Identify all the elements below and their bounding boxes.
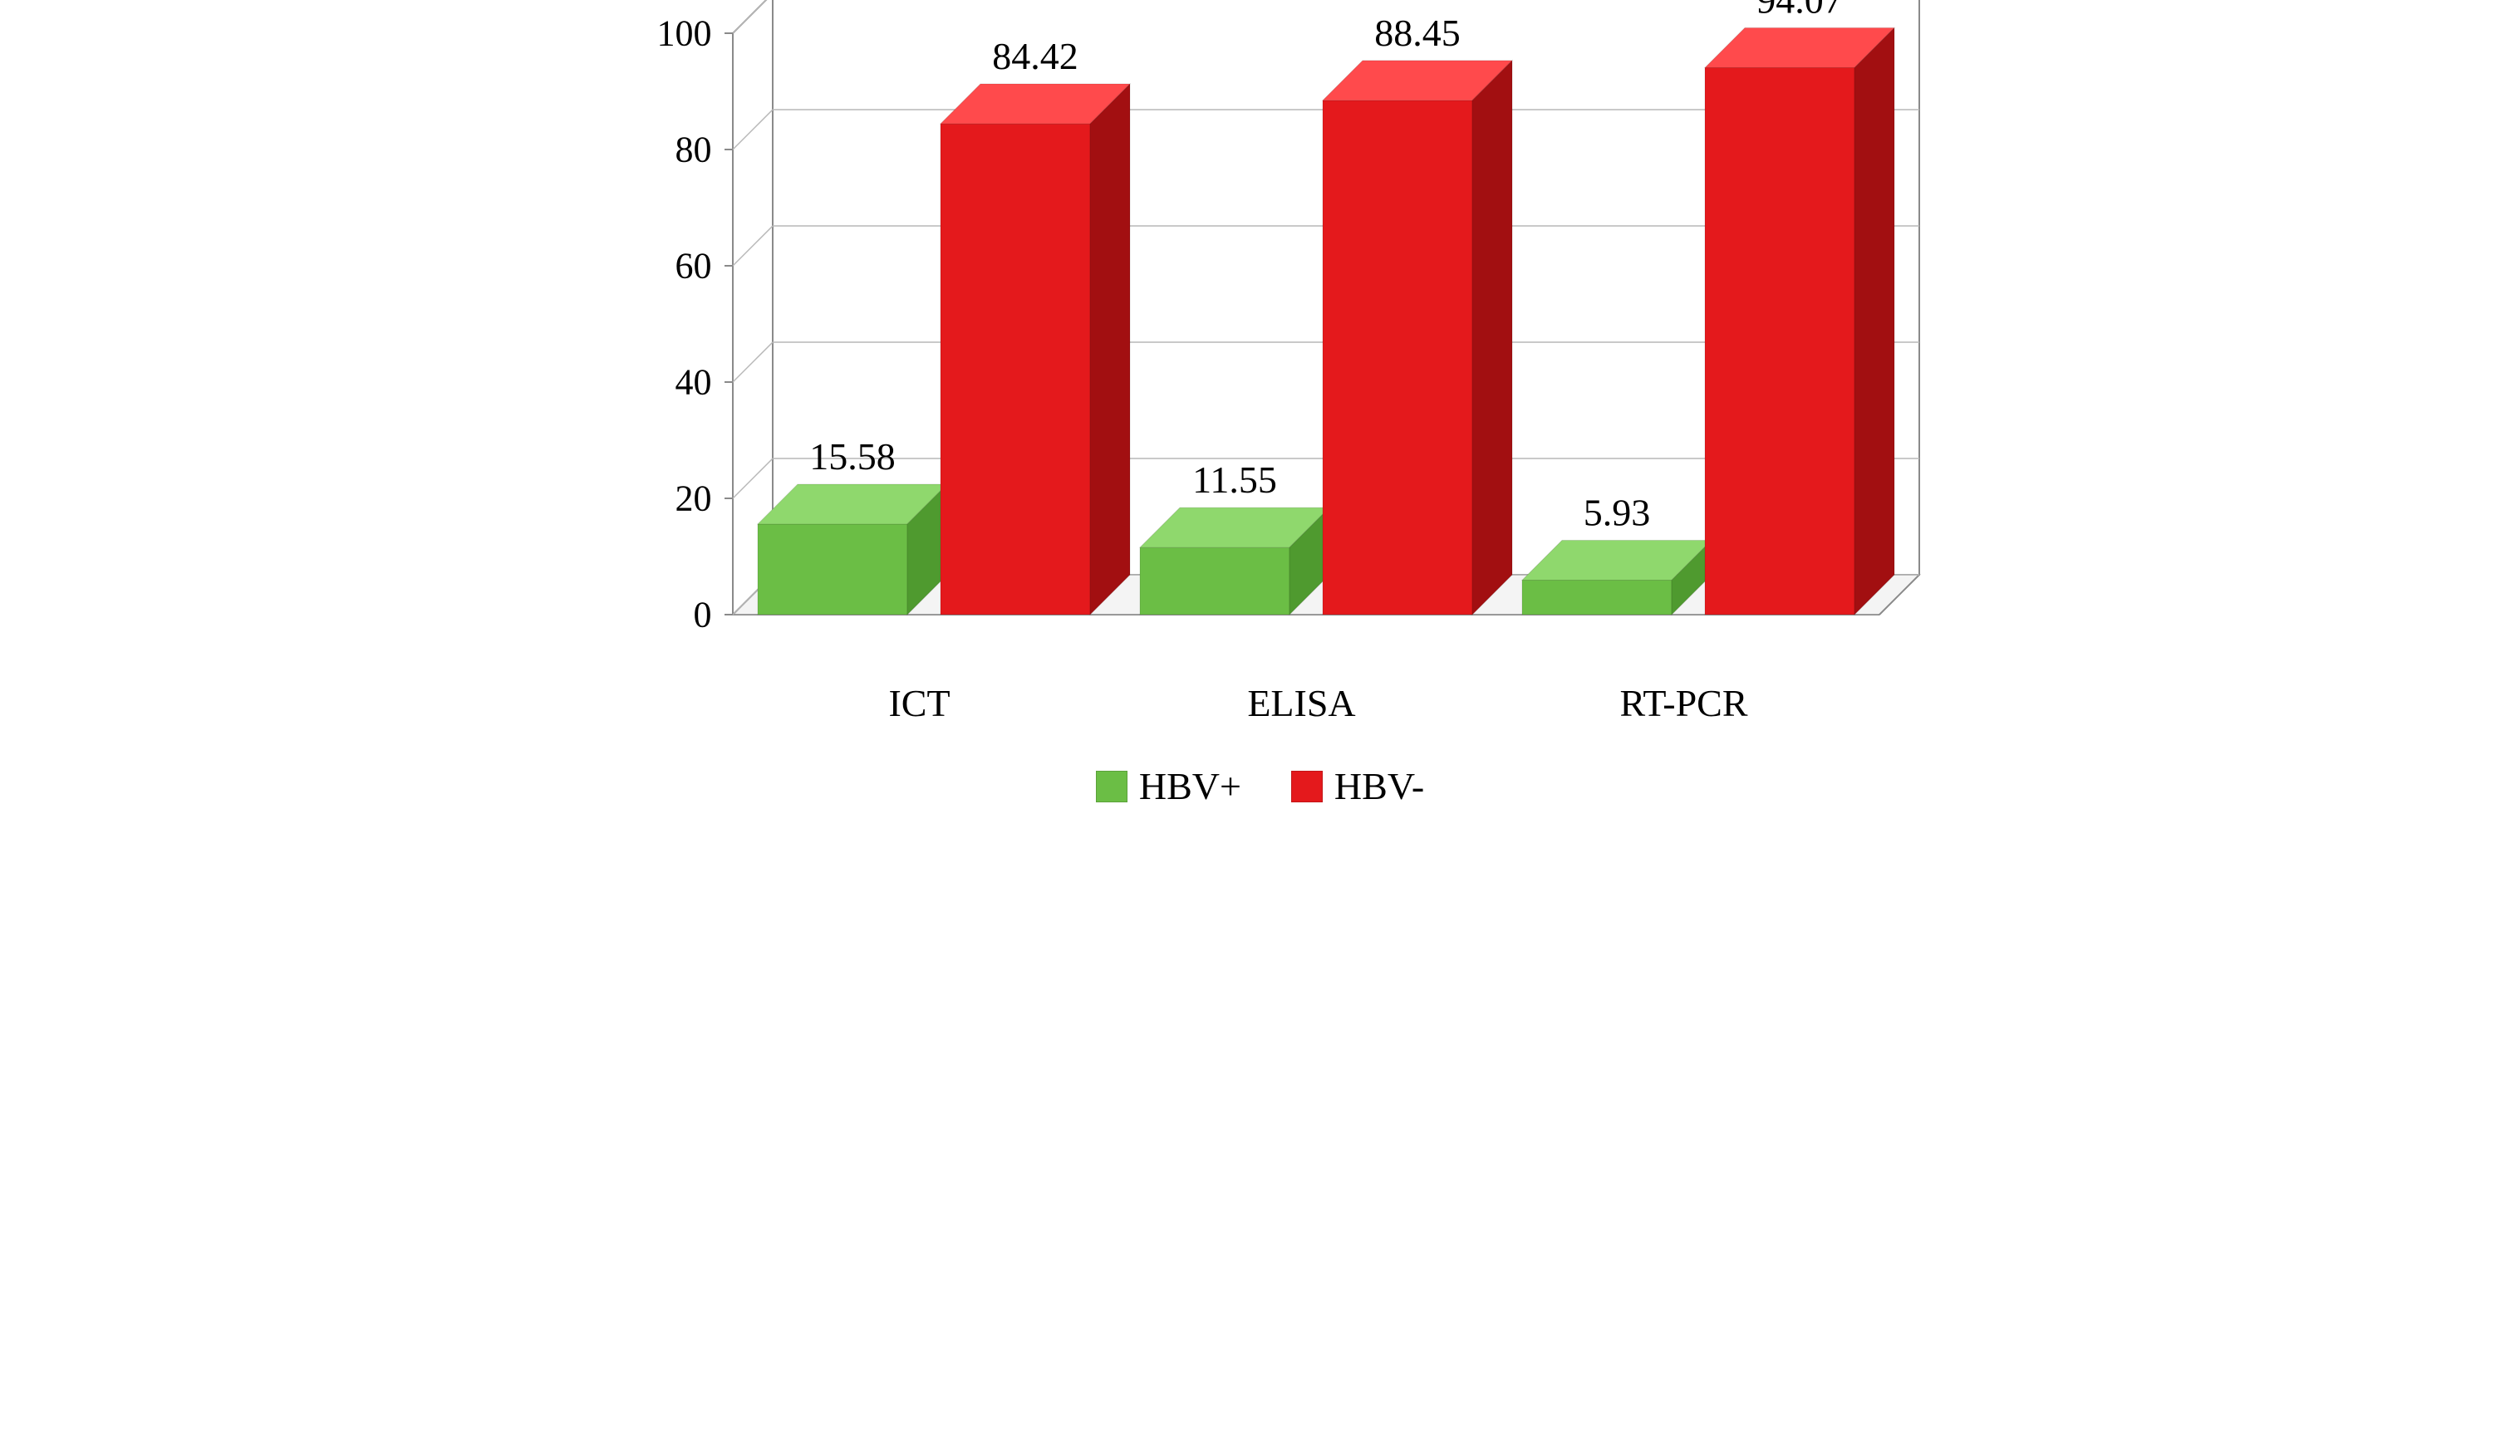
chart-area: 020406080100 15.5884.4211.5588.455.9394.… <box>729 33 1884 664</box>
x-tick-label: RT-PCR <box>1619 681 1747 725</box>
legend-swatch <box>1096 771 1127 802</box>
y-tick-label: 0 <box>694 594 712 636</box>
legend-item: HBV- <box>1291 764 1424 808</box>
legend-label: HBV+ <box>1139 764 1241 808</box>
x-tick-label: ICT <box>888 681 950 725</box>
bar-chart-3d: 020406080100 15.5884.4211.5588.455.9394.… <box>637 33 1884 811</box>
bar-data-label: 15.58 <box>809 435 896 478</box>
legend-item: HBV+ <box>1096 764 1241 808</box>
legend-swatch <box>1291 771 1323 802</box>
bar-data-label: 5.93 <box>1583 491 1650 533</box>
bar-data-label: 94.07 <box>1756 0 1843 22</box>
legend-label: HBV- <box>1334 764 1424 808</box>
y-tick-label: 80 <box>675 129 712 171</box>
chart-svg: 15.5884.4211.5588.455.9394.07 <box>729 33 1884 664</box>
bar-data-label: 11.55 <box>1192 458 1277 501</box>
bar-data-label: 88.45 <box>1374 12 1461 54</box>
y-tick-label: 60 <box>675 245 712 287</box>
y-tick-label: 20 <box>675 478 712 520</box>
legend: HBV+ HBV- <box>637 764 1884 811</box>
y-axis-labels: 020406080100 <box>637 33 720 664</box>
y-tick-label: 40 <box>675 361 712 404</box>
y-tick-label: 100 <box>657 12 712 55</box>
bar-data-label: 84.42 <box>992 35 1078 77</box>
x-tick-label: ELISA <box>1247 681 1355 725</box>
